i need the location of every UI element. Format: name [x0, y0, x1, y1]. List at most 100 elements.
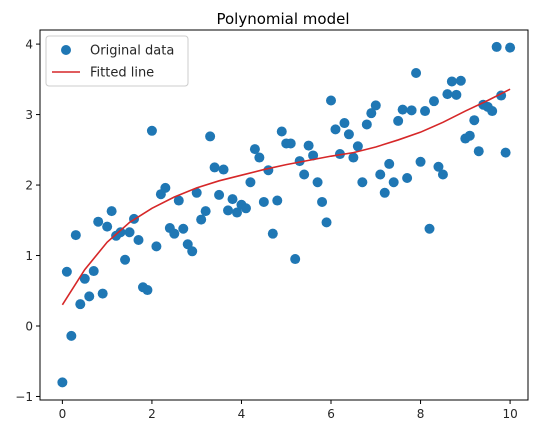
data-point [411, 67, 422, 78]
data-point [258, 196, 269, 207]
data-point [173, 195, 184, 206]
data-point [272, 195, 283, 206]
data-point [209, 162, 220, 173]
data-point [120, 254, 131, 265]
data-point [102, 221, 113, 232]
legend-label-fitted-line: Fitted line [90, 66, 154, 81]
data-point [473, 146, 484, 157]
data-point [115, 227, 126, 238]
y-tick-label: 0 [25, 320, 33, 334]
data-point [339, 118, 350, 129]
data-point [142, 285, 153, 296]
data-point [433, 161, 444, 172]
y-tick-label: −1 [15, 390, 33, 404]
data-point [326, 95, 337, 106]
data-point [393, 115, 404, 126]
data-point [402, 173, 413, 183]
data-point [187, 246, 198, 257]
data-point [66, 330, 77, 341]
x-tick-label: 0 [59, 407, 67, 421]
data-point [370, 100, 381, 111]
data-point [191, 187, 202, 198]
x-axis: 0 2 4 6 8 10 [59, 400, 518, 421]
plot-frame [39, 29, 529, 401]
data-point [93, 216, 104, 227]
data-point [397, 104, 408, 115]
legend-marker-original-data [61, 45, 71, 55]
legend-box [45, 35, 189, 87]
x-tick-label: 6 [327, 407, 335, 421]
data-point [133, 235, 144, 246]
data-point [491, 41, 502, 52]
data-point [406, 105, 417, 116]
data-point [223, 205, 234, 216]
data-point [276, 126, 287, 137]
data-point [249, 144, 260, 155]
legend: Original data Fitted line [45, 35, 189, 87]
data-point [384, 158, 395, 169]
data-point [151, 241, 162, 252]
data-point [254, 152, 265, 163]
data-point [375, 169, 386, 180]
data-point [321, 217, 332, 228]
chart-title: Polynomial model [216, 10, 349, 28]
scatter-points [57, 41, 516, 388]
y-tick-label: 1 [25, 249, 33, 263]
data-point [218, 164, 229, 175]
data-point [79, 273, 90, 284]
y-tick-label: 4 [25, 38, 33, 52]
data-point [196, 214, 207, 225]
y-tick-label: 3 [25, 108, 33, 122]
data-point [455, 75, 466, 86]
data-point [469, 115, 480, 126]
data-point [97, 288, 108, 299]
data-point [57, 377, 68, 388]
data-point [245, 177, 256, 188]
data-point [464, 130, 475, 141]
data-point [240, 203, 251, 214]
fitted-line [61, 88, 511, 306]
y-axis: −1 0 1 2 3 4 [15, 38, 40, 404]
x-tick-label: 2 [148, 407, 156, 421]
data-point [308, 150, 319, 161]
data-point [231, 207, 242, 218]
data-point [267, 228, 278, 239]
data-point [352, 141, 363, 152]
data-point [75, 299, 86, 310]
y-tick-label: 2 [25, 179, 33, 193]
data-point [357, 177, 368, 188]
data-point [200, 206, 211, 217]
data-point [160, 182, 171, 193]
data-point [312, 177, 323, 188]
data-point [420, 106, 431, 117]
data-point [124, 227, 135, 238]
data-point [106, 206, 117, 217]
data-point [146, 125, 157, 136]
legend-label-original-data: Original data [90, 44, 174, 59]
x-tick-label: 8 [417, 407, 425, 421]
data-point [424, 223, 435, 234]
data-point [285, 138, 296, 149]
data-point [500, 147, 511, 158]
data-point [361, 119, 372, 130]
data-point [178, 223, 189, 234]
data-point [442, 89, 453, 100]
data-point [343, 129, 354, 140]
data-point [366, 108, 377, 119]
data-point [84, 291, 95, 302]
data-point [379, 187, 390, 198]
x-tick-label: 4 [238, 407, 246, 421]
data-point [487, 106, 498, 117]
data-point [451, 89, 462, 100]
data-point [437, 169, 448, 180]
data-point [299, 169, 310, 180]
data-point [446, 76, 457, 87]
fitted-line-layer [61, 88, 511, 306]
data-point [227, 194, 238, 205]
data-point [205, 131, 216, 142]
data-point [428, 96, 439, 107]
data-point [303, 140, 314, 151]
data-point [61, 266, 72, 277]
